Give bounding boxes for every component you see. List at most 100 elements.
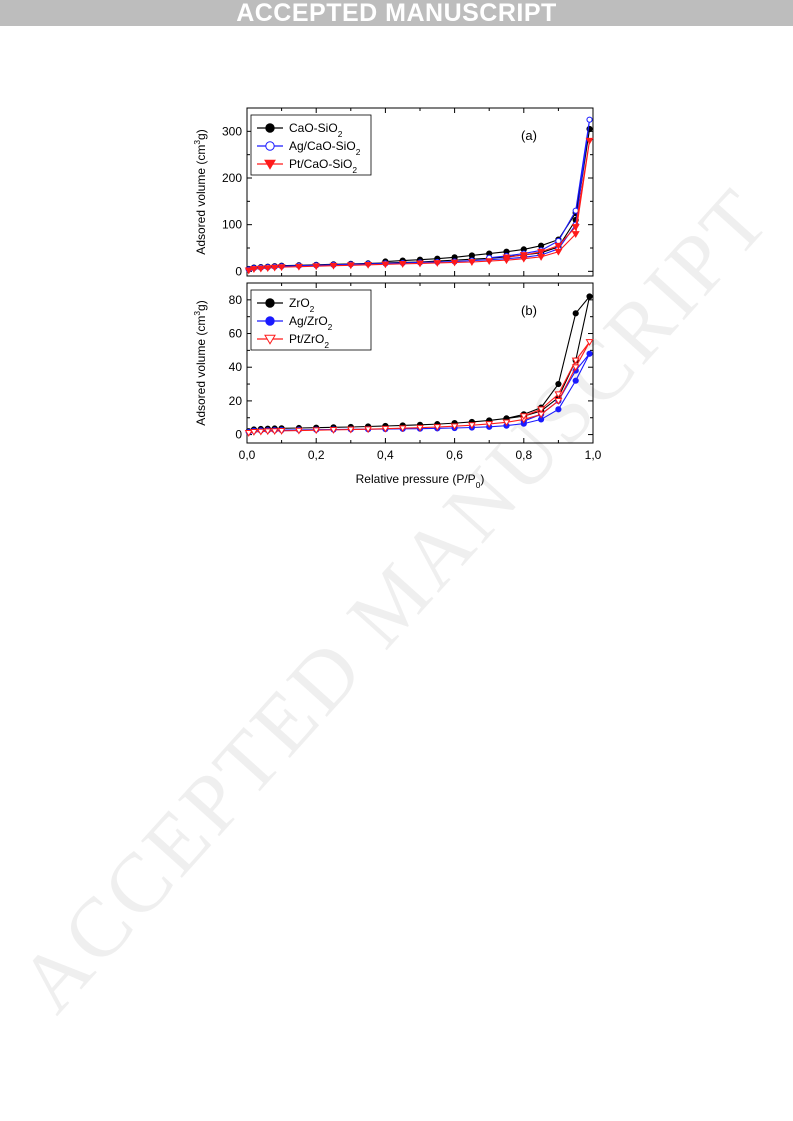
data-point	[585, 339, 594, 346]
data-point	[467, 422, 476, 430]
legend-marker	[265, 316, 275, 326]
data-point	[256, 428, 265, 436]
series-line	[248, 341, 591, 434]
y-tick-label: 300	[222, 124, 242, 138]
x-tick-label: 0,0	[239, 448, 256, 462]
data-point	[249, 429, 258, 436]
data-point	[433, 424, 442, 431]
y-tick-label: 20	[229, 394, 243, 408]
data-point	[256, 265, 265, 273]
data-point	[312, 427, 321, 435]
y-axis-label: Adsored volume (cm3g)	[192, 300, 208, 425]
data-point	[433, 260, 442, 267]
data-point	[263, 265, 272, 273]
legend-marker	[264, 159, 276, 170]
data-point	[554, 391, 563, 399]
data-point	[312, 263, 321, 271]
data-point	[263, 428, 272, 436]
legend-entry: Pt/CaO-SiO2	[289, 157, 357, 175]
legend-entry: Ag/ZrO2	[289, 314, 333, 332]
series-pt-cao-sio	[244, 137, 594, 275]
data-point	[572, 310, 579, 317]
banner-text: ACCEPTED MANUSCRIPT	[236, 0, 557, 27]
data-point	[398, 425, 407, 433]
x-tick-label: 0,4	[377, 448, 394, 462]
legend-marker	[265, 141, 275, 151]
panel-label: (a)	[521, 128, 537, 143]
data-point	[572, 377, 579, 384]
data-point	[502, 419, 511, 427]
legend-entry: ZrO2	[289, 296, 315, 314]
data-point	[519, 252, 528, 259]
data-point	[571, 231, 580, 238]
x-axis-label: Relative pressure (P/P0)	[356, 472, 485, 490]
data-point	[555, 380, 562, 388]
y-tick-label: 100	[222, 218, 242, 232]
y-tick-label: 200	[222, 171, 242, 185]
data-point	[398, 261, 407, 268]
data-point	[244, 267, 253, 275]
data-point	[277, 264, 286, 272]
x-tick-label: 0,6	[446, 448, 463, 462]
data-point	[294, 263, 303, 271]
y-tick-label: 0	[235, 428, 242, 442]
data-point	[485, 421, 494, 428]
x-tick-label: 1,0	[585, 448, 602, 462]
series-pt-zro	[244, 339, 594, 437]
data-point	[416, 260, 424, 268]
data-point	[468, 252, 475, 259]
data-point	[502, 254, 511, 262]
data-point	[346, 262, 355, 270]
legend-marker	[265, 298, 275, 308]
data-point	[571, 357, 580, 365]
chart-panel-a: 0 100 200 300 Adsored volume (cm3g) (a) CaO-Si…	[192, 107, 594, 278]
legend-marker	[265, 123, 275, 133]
data-point	[555, 237, 562, 245]
data-point	[467, 259, 476, 266]
data-point	[586, 116, 593, 123]
panel-label: (b)	[521, 303, 537, 318]
data-point	[537, 406, 546, 414]
data-point	[519, 413, 528, 421]
data-point	[270, 264, 279, 272]
data-point	[585, 137, 594, 145]
data-point	[277, 428, 286, 435]
data-point	[450, 259, 459, 267]
y-tick-label: 80	[229, 293, 243, 307]
y-tick-label: 0	[235, 264, 242, 278]
data-point	[586, 350, 593, 357]
series-line	[248, 353, 591, 433]
data-point	[416, 424, 424, 432]
data-point	[329, 427, 338, 434]
data-point	[249, 266, 258, 273]
y-tick-label: 40	[229, 360, 243, 374]
data-point	[554, 242, 563, 250]
data-point	[381, 425, 390, 433]
data-point	[381, 261, 390, 269]
legend-entry: Pt/ZrO2	[289, 332, 329, 350]
y-tick-label: 60	[229, 327, 243, 341]
data-point	[586, 293, 593, 300]
data-point	[270, 428, 279, 435]
data-point	[346, 426, 355, 434]
x-tick-label: 0,2	[308, 448, 325, 462]
legend-marker	[264, 334, 276, 345]
data-point	[485, 258, 494, 266]
manuscript-banner: ACCEPTED MANUSCRIPT	[0, 0, 793, 27]
data-point	[554, 398, 563, 405]
data-point	[364, 261, 373, 269]
data-point	[294, 427, 303, 435]
legend-entry: CaO-SiO2	[289, 121, 343, 139]
data-point	[329, 262, 338, 270]
data-point	[244, 430, 253, 437]
legend-entry: Ag/CaO-SiO2	[289, 139, 361, 157]
y-axis-label: Adsored volume (cm3g)	[192, 129, 208, 254]
data-point	[537, 248, 546, 256]
data-point	[555, 406, 562, 413]
data-point	[450, 423, 459, 431]
chart-panel-b: 0 20 40 60 80 0,0 0,2 0,4 0,6 0,8 1,0 Adsored volum…	[192, 282, 602, 490]
x-tick-label: 0,8	[515, 448, 532, 462]
